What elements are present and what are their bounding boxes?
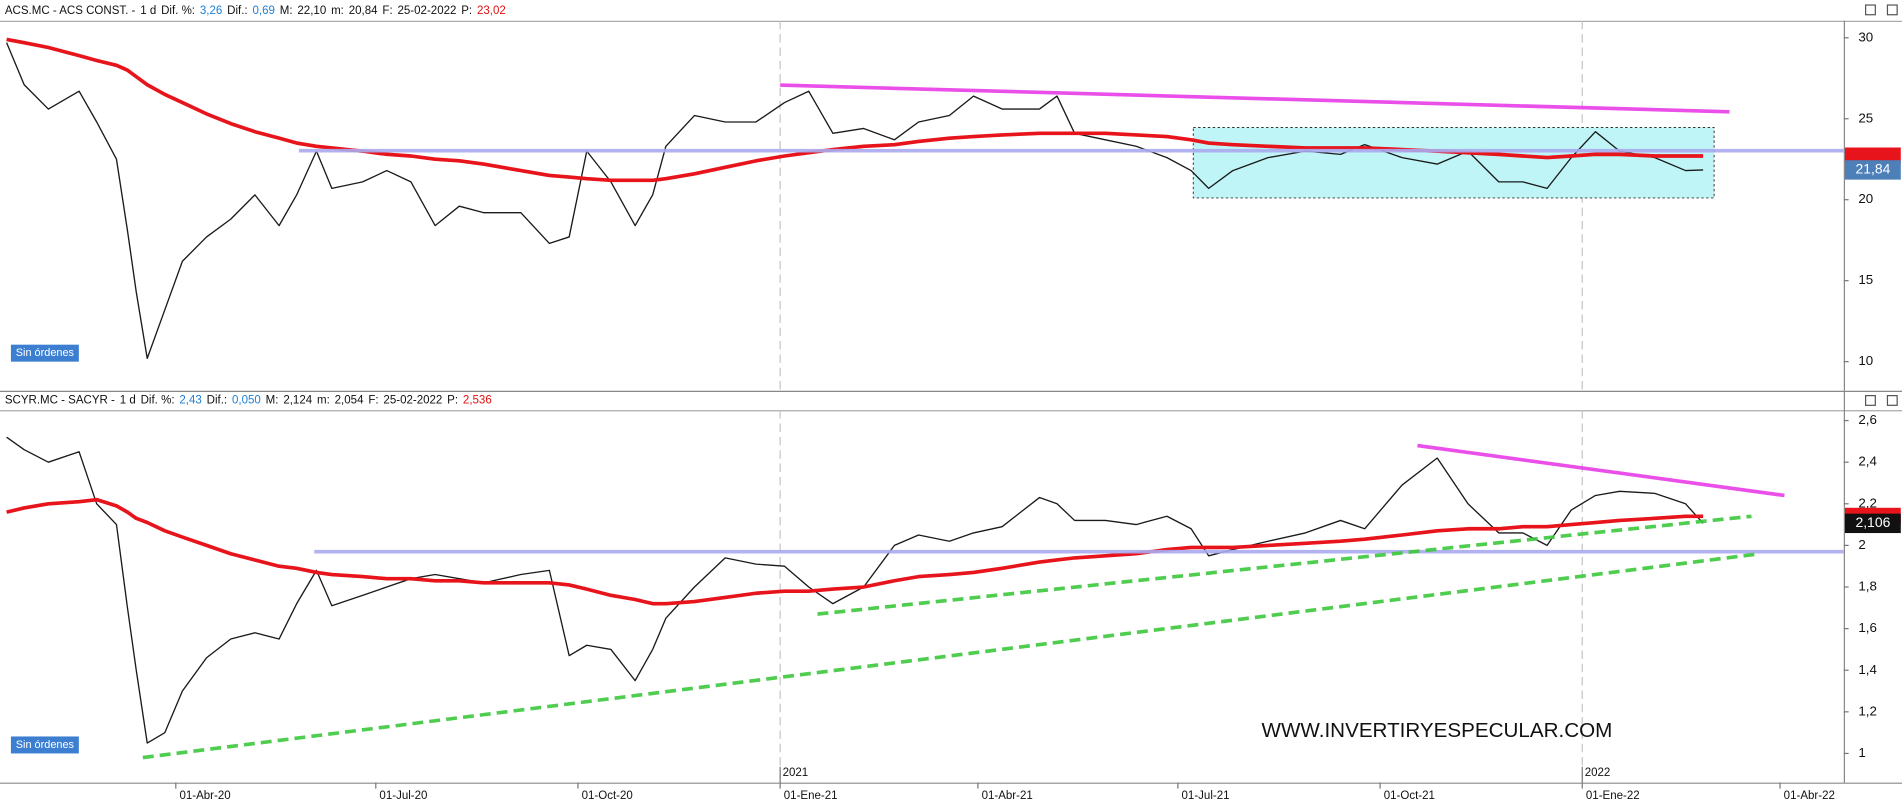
y-tick-label: 1,6 (1858, 620, 1877, 635)
header-item: F: (368, 395, 378, 407)
year-label: 2022 (1585, 767, 1611, 779)
panel (6, 410, 1844, 783)
order-status-box (10, 344, 79, 362)
header-item: 1 d (140, 5, 156, 17)
window-buttons[interactable] (1865, 4, 1898, 406)
y-tick-label: 25 (1858, 110, 1873, 125)
header-item: 2,43 (179, 395, 201, 407)
maximize-button[interactable] (1886, 395, 1898, 406)
y-tick-label: 1,2 (1858, 703, 1877, 718)
header-item: 0,69 (252, 5, 274, 17)
last-price-box (1844, 160, 1901, 180)
watermark: WWW.INVERTIRYESPECULAR.COM (1262, 719, 1613, 742)
header-item: 3,26 (200, 5, 222, 17)
header-item: m: (317, 395, 330, 407)
price-line (6, 436, 1704, 744)
x-tick-label: 01-Abr-21 (982, 790, 1033, 802)
x-tick-label: 01-Jul-21 (1182, 790, 1230, 802)
last-price-label: 21,84 (1855, 161, 1890, 177)
x-tick-label: 01-Oct-21 (1384, 790, 1435, 802)
y-tick-label: 10 (1858, 353, 1873, 368)
last-price-box (1844, 513, 1901, 534)
y-tick-label: 2 (1858, 537, 1865, 552)
header-item: 23,02 (477, 5, 506, 17)
header-item: 25-02-2022 (398, 5, 457, 17)
y-tick-label: 1 (1858, 745, 1865, 760)
x-tick-label: 01-Ene-21 (784, 790, 838, 802)
header-item: 20,84 (349, 5, 378, 17)
panel-header: SCYR.MC - SACYR - 1 d Dif. %: 2,43 Dif.: 0,05… (5, 395, 492, 407)
y-tick-label: 30 (1858, 29, 1873, 44)
x-tick-label: 01-Oct-20 (582, 790, 633, 802)
header-item: Dif.: (207, 395, 227, 407)
header-item: 1 d (120, 395, 136, 407)
header-item: ACS.MC - ACS CONST. - (5, 5, 136, 17)
y-tick-label: 15 (1858, 272, 1873, 287)
x-tick-label: 01-Ene-22 (1586, 790, 1640, 802)
panel (5, 20, 1844, 391)
header-item: 2,536 (463, 395, 492, 407)
y-tick-label: 2,2 (1858, 495, 1877, 510)
trend-line (817, 514, 1752, 616)
chart-layer: ACS.MC - ACS CONST. - 1 d Dif. %: 3,26 Dif.:… (5, 5, 1901, 802)
header-item: 0,050 (232, 395, 261, 407)
maximize-button[interactable] (1886, 4, 1898, 16)
header-item: Dif.: (227, 5, 247, 17)
range-box (1192, 127, 1715, 199)
year-label: 2021 (783, 767, 809, 779)
trend-line (780, 83, 1730, 114)
x-tick-label: 01-Abr-22 (1784, 790, 1835, 802)
header-item: Dif. %: (141, 395, 175, 407)
minimize-button[interactable] (1865, 395, 1876, 406)
header-item: P: (447, 395, 458, 407)
y-tick-label: 1,4 (1858, 662, 1877, 677)
header-item: 2,124 (283, 395, 312, 407)
x-tick-label: 01-Jul-20 (379, 790, 427, 802)
price-line (5, 42, 1704, 360)
y-tick-label: 1,8 (1858, 579, 1877, 594)
trend-line (1417, 443, 1785, 498)
order-status: Sin órdenes (16, 739, 75, 751)
y-tick-label: 20 (1858, 191, 1873, 206)
header-item: F: (382, 5, 392, 17)
last-price-label: 2,106 (1855, 514, 1890, 530)
header-item: P: (461, 5, 472, 17)
order-status-box (10, 736, 79, 754)
x-tick-label: 01-Abr-20 (179, 790, 230, 802)
header-item: M: (266, 395, 279, 407)
header-item: m: (331, 5, 344, 17)
header-item: Dif. %: (161, 5, 195, 17)
header-item: SCYR.MC - SACYR - (5, 395, 115, 407)
header-item: 2,054 (335, 395, 364, 407)
header-item: M: (280, 5, 293, 17)
header-item: 22,10 (297, 5, 326, 17)
y-tick-label: 2,4 (1858, 454, 1877, 469)
header-item: 25-02-2022 (383, 395, 442, 407)
y-tick-label: 2,6 (1858, 412, 1877, 427)
moving-average-line (6, 497, 1704, 606)
panel-header: ACS.MC - ACS CONST. - 1 d Dif. %: 3,26 Dif.:… (5, 5, 506, 17)
minimize-button[interactable] (1865, 4, 1876, 16)
order-status: Sin órdenes (16, 347, 75, 359)
